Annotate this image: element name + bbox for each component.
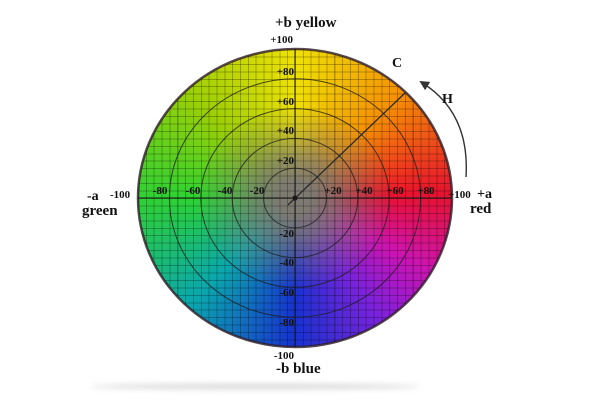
a-axis-max-label: +100 [448,189,471,201]
b-tick: +40 [276,125,294,137]
b-tick: +60 [276,96,294,108]
a-tick: -20 [249,185,265,197]
b-tick: -80 [279,317,294,329]
bottom-axis-title: -b blue [276,361,321,377]
b-tick: -40 [279,257,294,269]
b-tick: +80 [276,66,294,78]
hue-arrow [419,80,467,178]
a-tick: +20 [324,185,342,197]
b-tick: -20 [279,228,294,240]
a-tick: +80 [417,185,435,197]
bottom-shadow-smudge [90,384,420,389]
b-axis-min-label: -100 [273,350,294,362]
top-axis-title: +b yellow [275,15,337,31]
a-tick: -60 [185,185,201,197]
right-axis-title: red [470,201,492,217]
hue-label: H [442,92,453,107]
b-tick: -60 [279,287,294,299]
origin-dot [292,195,298,201]
left-axis-title: green [82,203,118,219]
b-tick: +20 [276,155,294,167]
a-tick: -80 [152,185,168,197]
a-tick: +40 [355,185,373,197]
chroma-label: C [392,56,403,71]
right-axis-sign: +a [477,187,492,202]
a-tick: -40 [217,185,233,197]
left-axis-sign: -a [87,189,99,204]
a-tick: +60 [386,185,404,197]
b-axis-max-label: +100 [270,34,293,46]
a-axis-min-label: -100 [110,189,131,201]
chroma-diagonal-line [287,92,406,206]
